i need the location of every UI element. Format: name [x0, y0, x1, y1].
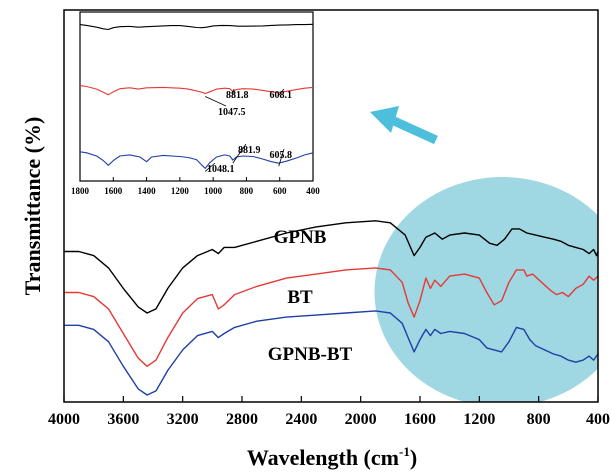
- inset-series-line-1: [79, 23, 314, 31]
- inset-x-tick-label: 1800: [71, 186, 90, 196]
- series-label-2: BT: [287, 287, 313, 308]
- series-line-3: [64, 310, 599, 396]
- inset-x-tick-label: 1200: [171, 186, 190, 196]
- inset-annotation: 1047.5: [218, 107, 246, 118]
- annotation-leader: [278, 88, 285, 96]
- plot-frame: [63, 9, 599, 403]
- annotation-leader: [278, 148, 285, 167]
- inset-series-line-2: [79, 85, 314, 96]
- x-tick-label: 3200: [167, 411, 199, 428]
- y-axis-label: Transmittance (%): [20, 117, 45, 296]
- inset-x-tick-label: 1400: [138, 186, 157, 196]
- x-tick-label: 400: [586, 411, 610, 428]
- x-tick-label: 4000: [48, 411, 80, 428]
- x-tick-label: 1200: [463, 411, 495, 428]
- annotation-leader: [205, 96, 227, 107]
- x-tick-label: 1600: [404, 411, 436, 428]
- inset-frame: [79, 11, 314, 182]
- inset-x-tick-label: 400: [306, 186, 320, 196]
- series-line-1: [64, 220, 599, 314]
- inset-x-tick-label: 1000: [204, 186, 223, 196]
- arrow-shaft: [392, 116, 438, 145]
- annotation-leader: [232, 143, 247, 164]
- inset-x-tick-label: 600: [273, 186, 287, 196]
- series-label-1: GPNB: [274, 227, 327, 248]
- x-tick-label: 3600: [107, 411, 139, 428]
- inset-x-tick-label: 1600: [104, 186, 123, 196]
- inset-x-tick-label: 800: [240, 186, 254, 196]
- inset-annotation: 605.8: [270, 150, 293, 161]
- x-tick-label: 2000: [345, 411, 377, 428]
- inset-annotation: 608.1: [270, 90, 293, 101]
- series-line-2: [64, 267, 599, 367]
- inset-series-line-3: [79, 151, 314, 169]
- annotation-leader: [204, 162, 216, 172]
- x-tick-label: 2800: [226, 411, 258, 428]
- x-axis-label: Wavelength (cm-1): [247, 444, 417, 470]
- series-label-3: GPNB-BT: [268, 344, 353, 365]
- highlight-arrow: [370, 106, 438, 145]
- highlight-ellipse: [374, 177, 598, 402]
- annotation-leader: [232, 88, 235, 95]
- x-tick-label: 2400: [285, 411, 317, 428]
- x-tick-label: 800: [527, 411, 551, 428]
- inset-annotation: 881.8: [226, 90, 249, 101]
- inset-annotation: 1048.1: [207, 164, 235, 175]
- arrow-head: [370, 106, 399, 133]
- inset-annotation: 881.9: [238, 145, 261, 156]
